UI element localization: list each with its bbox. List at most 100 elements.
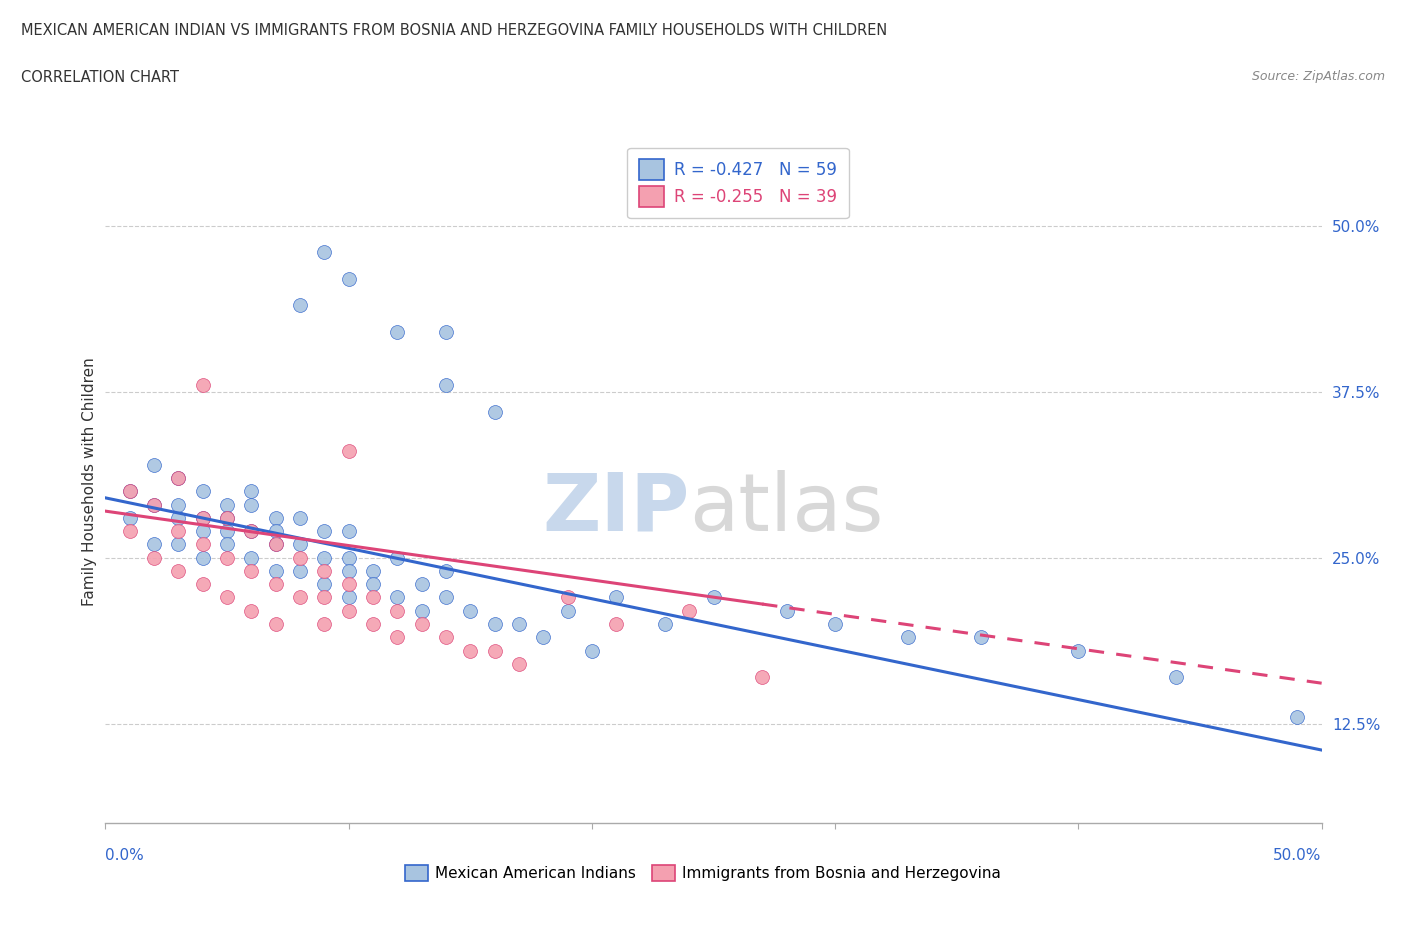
Point — [240, 604, 263, 618]
Point — [508, 657, 530, 671]
Point — [337, 444, 360, 458]
Point — [217, 511, 239, 525]
Point — [217, 524, 239, 538]
Point — [557, 590, 579, 604]
Point — [288, 551, 311, 565]
Point — [484, 617, 506, 631]
Point — [605, 617, 627, 631]
Point — [167, 564, 190, 578]
Point — [434, 378, 457, 392]
Text: 0.0%: 0.0% — [105, 848, 145, 863]
Point — [605, 590, 627, 604]
Point — [434, 630, 457, 644]
Point — [167, 471, 190, 485]
Point — [411, 604, 433, 618]
Point — [143, 497, 166, 512]
Point — [264, 564, 287, 578]
Point — [387, 551, 409, 565]
Point — [387, 604, 409, 618]
Point — [361, 577, 384, 591]
Point — [167, 497, 190, 512]
Point — [191, 484, 214, 498]
Point — [264, 537, 287, 551]
Point — [217, 511, 239, 525]
Point — [434, 325, 457, 339]
Point — [654, 617, 676, 631]
Point — [191, 511, 214, 525]
Point — [411, 617, 433, 631]
Point — [288, 564, 311, 578]
Point — [240, 564, 263, 578]
Point — [458, 604, 481, 618]
Point — [531, 630, 554, 644]
Text: atlas: atlas — [689, 470, 883, 548]
Point — [751, 670, 773, 684]
Point — [361, 564, 384, 578]
Point — [897, 630, 920, 644]
Point — [1164, 670, 1187, 684]
Point — [264, 524, 287, 538]
Point — [361, 590, 384, 604]
Point — [264, 511, 287, 525]
Point — [337, 564, 360, 578]
Point — [118, 524, 141, 538]
Point — [458, 643, 481, 658]
Point — [337, 551, 360, 565]
Point — [314, 551, 336, 565]
Point — [337, 524, 360, 538]
Point — [118, 511, 141, 525]
Text: MEXICAN AMERICAN INDIAN VS IMMIGRANTS FROM BOSNIA AND HERZEGOVINA FAMILY HOUSEHO: MEXICAN AMERICAN INDIAN VS IMMIGRANTS FR… — [21, 23, 887, 38]
Point — [314, 245, 336, 259]
Point — [240, 524, 263, 538]
Point — [217, 590, 239, 604]
Text: Source: ZipAtlas.com: Source: ZipAtlas.com — [1251, 70, 1385, 83]
Point — [288, 590, 311, 604]
Point — [314, 590, 336, 604]
Point — [411, 577, 433, 591]
Point — [314, 617, 336, 631]
Point — [143, 537, 166, 551]
Point — [143, 458, 166, 472]
Point — [337, 577, 360, 591]
Point — [264, 577, 287, 591]
Point — [118, 484, 141, 498]
Point — [361, 617, 384, 631]
Point — [484, 405, 506, 419]
Point — [143, 497, 166, 512]
Point — [387, 630, 409, 644]
Point — [581, 643, 603, 658]
Text: 50.0%: 50.0% — [1274, 848, 1322, 863]
Point — [240, 551, 263, 565]
Point — [288, 298, 311, 312]
Point — [191, 524, 214, 538]
Point — [118, 484, 141, 498]
Point — [191, 551, 214, 565]
Point — [288, 511, 311, 525]
Point — [191, 537, 214, 551]
Legend: R = -0.427   N = 59, R = -0.255   N = 39: R = -0.427 N = 59, R = -0.255 N = 39 — [627, 148, 849, 219]
Legend: Mexican American Indians, Immigrants from Bosnia and Herzegovina: Mexican American Indians, Immigrants fro… — [399, 858, 1007, 887]
Point — [240, 497, 263, 512]
Point — [484, 643, 506, 658]
Point — [337, 272, 360, 286]
Point — [217, 537, 239, 551]
Point — [434, 564, 457, 578]
Point — [167, 537, 190, 551]
Point — [288, 537, 311, 551]
Text: ZIP: ZIP — [541, 470, 689, 548]
Point — [557, 604, 579, 618]
Point — [314, 564, 336, 578]
Point — [824, 617, 846, 631]
Point — [264, 617, 287, 631]
Point — [314, 524, 336, 538]
Point — [191, 378, 214, 392]
Point — [434, 590, 457, 604]
Point — [217, 497, 239, 512]
Point — [775, 604, 797, 618]
Point — [702, 590, 725, 604]
Point — [678, 604, 700, 618]
Point — [167, 471, 190, 485]
Point — [264, 537, 287, 551]
Point — [167, 524, 190, 538]
Point — [217, 551, 239, 565]
